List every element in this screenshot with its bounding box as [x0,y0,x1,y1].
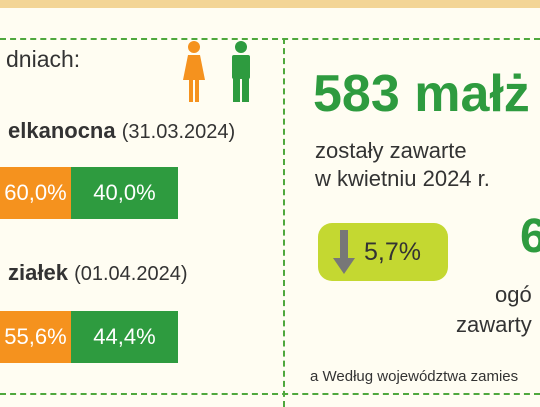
female-share-bar: 55,6% [0,311,71,363]
female-share-value: 55,6% [4,324,67,349]
day-label-monday: ziałek (01.04.2024) [8,260,187,286]
male-share-bar: 44,4% [71,311,178,363]
panel-intro-text: dniach: [6,46,81,72]
headline-description-line1: zostały zawarte [315,138,467,163]
male-figure-icon [232,41,250,102]
day-date: (31.03.2024) [121,121,236,143]
top-band [0,0,540,8]
change-value: 5,7% [364,238,421,266]
male-share-value: 44,4% [93,324,156,349]
footnote: a Według województwa zamies [310,368,519,385]
female-figure-icon [183,41,205,102]
change-badge [318,223,448,281]
female-share-bar: 60,0% [0,167,71,219]
dashed-divider-top [0,38,540,40]
headline-description-line2: w kwietniu 2024 r. [315,166,490,191]
female-share-value: 60,0% [4,180,67,205]
day-label-easter: elkanocna (31.03.2024) [8,118,235,144]
male-share-value: 40,0% [93,180,156,205]
headline-marriages-count: 583 małż [313,65,530,123]
dashed-divider-bottom [0,393,540,395]
day-date: (01.04.2024) [74,263,188,285]
male-share-bar: 40,0% [71,167,178,219]
arrow-down-icon [333,230,355,274]
partial-big-number: 6 [520,210,540,263]
day-name: elkanocna [8,118,116,143]
partial-text-line1: ogó [495,282,532,307]
day-name: ziałek [8,260,68,285]
dashed-divider-vertical [283,38,285,407]
partial-text-line2: zawarty [456,312,532,337]
